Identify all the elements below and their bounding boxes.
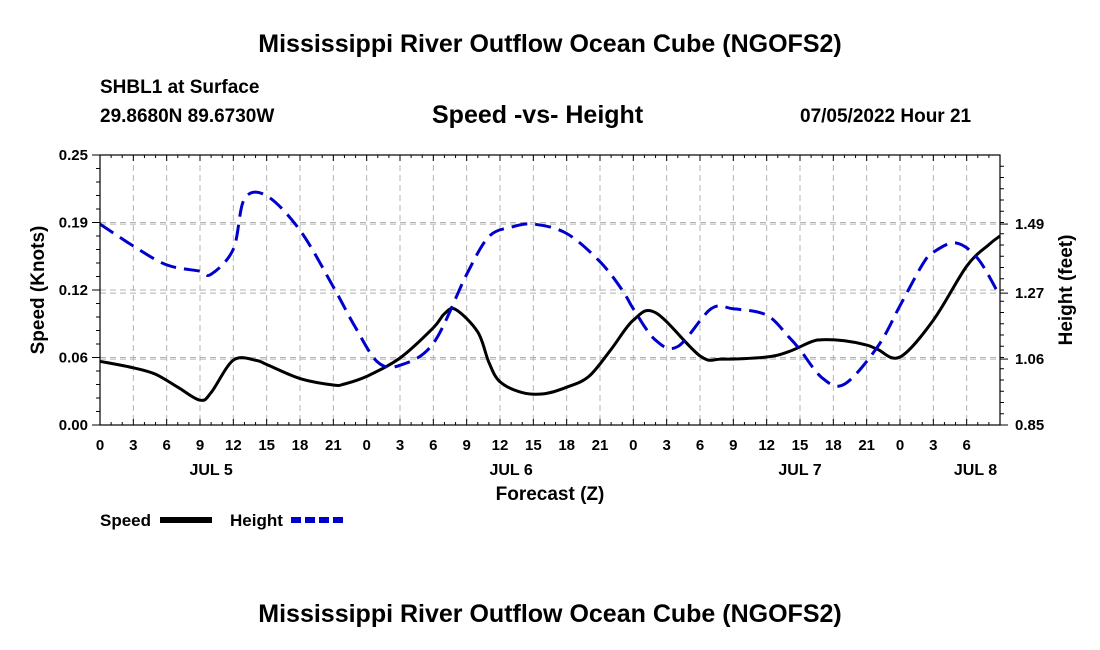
y2-tick-label: 0.85 xyxy=(1015,417,1044,434)
legend-speed-label: Speed xyxy=(100,511,151,530)
x-tick-label: 15 xyxy=(258,437,275,454)
y2-tick-label: 1.06 xyxy=(1015,351,1044,368)
chart-grid xyxy=(100,155,1000,426)
x-tick-label: 3 xyxy=(662,437,670,454)
x-tick-label: 18 xyxy=(825,437,842,454)
x-tick-label: 6 xyxy=(696,437,704,454)
x-axis-label: Forecast (Z) xyxy=(496,484,605,505)
y-axis-label: Speed (Knots) xyxy=(28,226,49,355)
x-day-label: JUL 8 xyxy=(954,462,997,479)
x-tick-label: 9 xyxy=(196,437,204,454)
legend: Speed Height xyxy=(100,511,343,530)
x-tick-label: 3 xyxy=(129,437,137,454)
x-tick-label: 15 xyxy=(792,437,809,454)
x-tick-label: 21 xyxy=(592,437,609,454)
forecast-datetime: 07/05/2022 Hour 21 xyxy=(800,106,972,127)
x-tick-label: 0 xyxy=(629,437,637,454)
y2-tick-label: 1.49 xyxy=(1015,216,1044,233)
x-tick-label: 9 xyxy=(729,437,737,454)
x-day-label: JUL 7 xyxy=(778,462,821,479)
x-tick-label: 6 xyxy=(429,437,437,454)
x-tick-label: 3 xyxy=(396,437,404,454)
x-tick-label: 12 xyxy=(758,437,775,454)
x-day-label: JUL 5 xyxy=(189,462,232,479)
station-name: SHBL1 at Surface xyxy=(100,77,260,98)
x-tick-label: 12 xyxy=(492,437,509,454)
x-tick-label: 0 xyxy=(896,437,904,454)
speed-series-line xyxy=(99,234,1001,402)
x-tick-label: 18 xyxy=(292,437,309,454)
y-tick-label: 0.19 xyxy=(59,215,88,232)
x-tick-label: 9 xyxy=(462,437,470,454)
page-title: Mississippi River Outflow Ocean Cube (NG… xyxy=(258,30,842,58)
chart-series xyxy=(99,190,1002,402)
x-tick-label: 6 xyxy=(162,437,170,454)
y2-axis-label: Height (feet) xyxy=(1056,235,1077,346)
x-tick-label: 15 xyxy=(525,437,542,454)
x-day-label: JUL 6 xyxy=(489,462,532,479)
x-tick-label: 18 xyxy=(558,437,575,454)
height-series-line xyxy=(99,190,1002,388)
y2-tick-label: 1.27 xyxy=(1015,285,1044,302)
chart-axes: 0 3 6 9 12 15 18 21 0 3 6 9 12 15 18 21 0 3 6 9 12 15 18 21 0 3 6 J… xyxy=(59,147,1044,479)
x-tick-label: 21 xyxy=(325,437,342,454)
speed-height-chart: 0 3 6 9 12 15 18 21 0 3 6 9 12 15 18 21 0 3 6 9 12 15 18 21 0 3 6 J… xyxy=(28,147,1077,530)
legend-height-label: Height xyxy=(230,511,283,530)
bottom-title: Mississippi River Outflow Ocean Cube (NG… xyxy=(258,600,842,628)
y-tick-label: 0.12 xyxy=(59,282,88,299)
x-tick-label: 21 xyxy=(858,437,875,454)
x-tick-label: 0 xyxy=(362,437,370,454)
y-tick-label: 0.25 xyxy=(59,147,88,164)
y-tick-label: 0.06 xyxy=(59,350,88,367)
x-tick-label: 3 xyxy=(929,437,937,454)
chart-title: Speed -vs- Height xyxy=(432,101,644,129)
x-tick-label: 6 xyxy=(962,437,970,454)
station-coords: 29.8680N 89.6730W xyxy=(100,106,275,127)
x-tick-label: 0 xyxy=(96,437,104,454)
x-tick-label: 12 xyxy=(225,437,242,454)
y-tick-label: 0.00 xyxy=(59,417,88,434)
